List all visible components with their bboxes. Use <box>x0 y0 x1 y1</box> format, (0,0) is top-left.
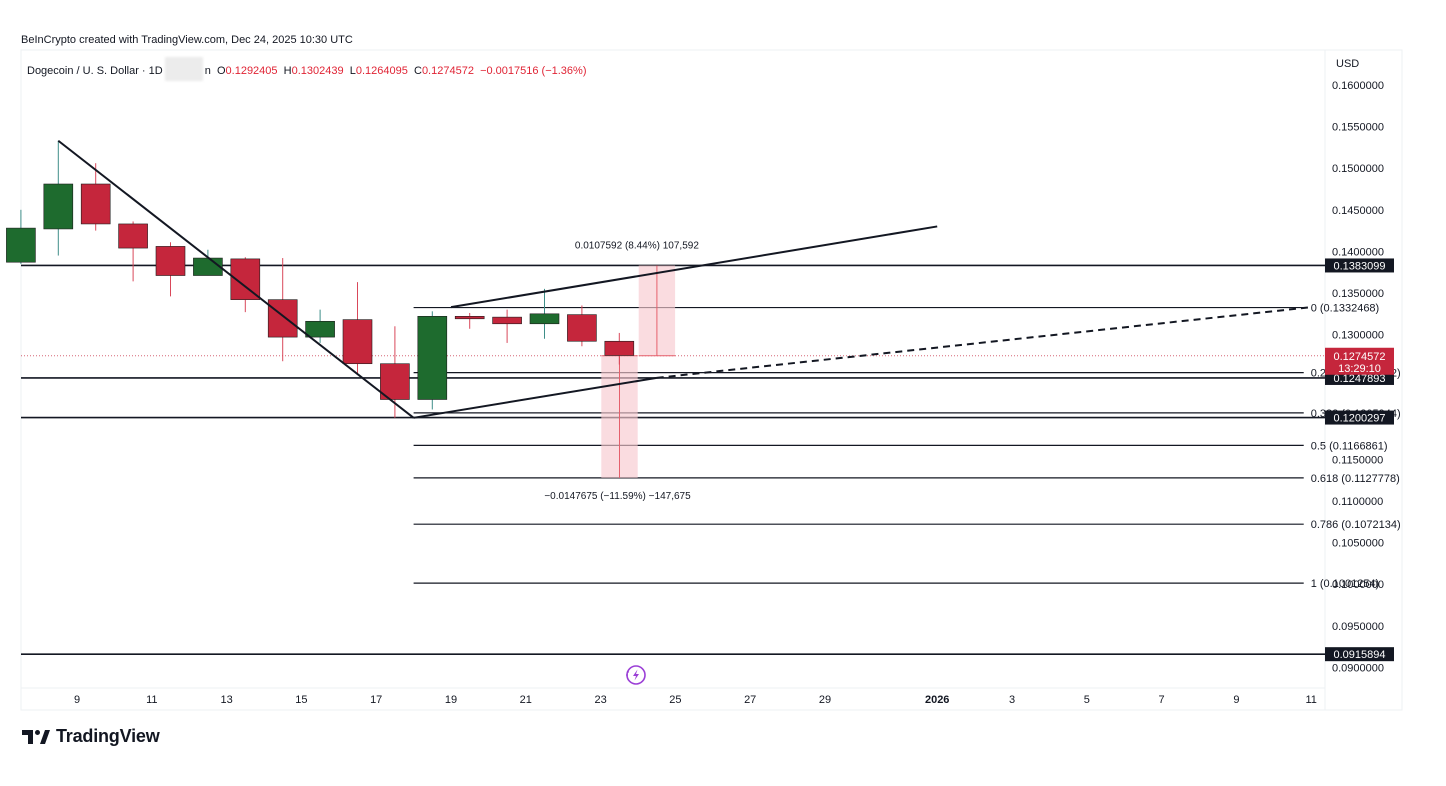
high-label: H <box>283 65 292 77</box>
candle-body <box>529 313 560 325</box>
price-tick-label: 0.0950000 <box>1332 621 1384 633</box>
trend-lines <box>57 139 1312 419</box>
candle-body <box>604 340 635 356</box>
candle-body <box>567 314 597 342</box>
level-price-tag <box>1325 410 1394 425</box>
trend-line-downtrend <box>57 139 415 419</box>
price-tick-label: 0.1150000 <box>1332 454 1383 466</box>
candle-body <box>155 246 186 276</box>
trend-line-upper-channel <box>450 225 938 309</box>
symbol-suffix: n <box>204 65 211 77</box>
price-tick-label: 0.1400000 <box>1332 246 1384 258</box>
time-tick-label: 25 <box>669 694 681 706</box>
range-measure-label: −0.0147675 (−11.59%) −147,675 <box>544 491 691 502</box>
tradingview-brand[interactable]: TradingView <box>22 726 160 747</box>
price-tick-label: 0.1300000 <box>1332 330 1384 342</box>
time-tick-label: 2026 <box>925 694 949 706</box>
level-price-tag <box>1325 647 1394 662</box>
fib-level-label: 0 (0.1332468) <box>1311 303 1380 315</box>
time-axis: 9 11 13 15 17 19 21 23 25 27 29 2026 3 5 7 9 11 <box>74 694 1317 706</box>
open-label: O <box>216 65 226 77</box>
level-price-tag <box>1325 258 1394 273</box>
price-labels: 0.1383099 0.1247893 0.1200297 0.0915894 0.12… <box>1325 258 1394 662</box>
time-tick-label: 13 <box>220 694 232 706</box>
price-tick-label: 0.1600000 <box>1332 80 1384 92</box>
tradingview-logo-icon <box>22 729 50 744</box>
price-tick-label: 0.1350000 <box>1332 288 1384 300</box>
time-tick-label: 11 <box>1305 694 1316 706</box>
symbol-name[interactable]: Dogecoin / U. S. Dollar · 1D <box>27 65 163 77</box>
currency-label[interactable]: USD <box>1336 58 1360 70</box>
candle-body <box>454 315 485 320</box>
fib-level-label: 0.5 (0.1166861) <box>1311 440 1388 452</box>
chart-frame <box>20 49 1403 711</box>
low-label: L <box>349 65 356 77</box>
level-price-label: 0.0915894 <box>1334 649 1386 661</box>
time-tick-label: 9 <box>74 694 80 706</box>
price-tick-label: 0.0900000 <box>1332 662 1384 674</box>
blurred-region <box>164 57 203 81</box>
candle-body <box>6 227 36 263</box>
time-tick-label: 29 <box>819 694 831 706</box>
open-value: 0.1292405 <box>225 65 278 77</box>
candle-body <box>80 183 111 225</box>
candle-body <box>342 319 373 365</box>
candle-body <box>118 223 148 249</box>
price-axis: 0.1600000 0.1550000 0.1500000 0.1450000 0.14… <box>1332 80 1384 674</box>
price-tick-label: 0.1050000 <box>1332 538 1384 550</box>
time-tick-label: 27 <box>744 694 756 706</box>
close-label: C <box>413 65 422 77</box>
low-value: 0.1264095 <box>355 65 408 77</box>
brand-name: TradingView <box>56 726 160 746</box>
level-price-label: 0.1200297 <box>1334 413 1386 425</box>
lightning-icon[interactable] <box>626 665 646 685</box>
range-measure-label: 0.0107592 (8.44%) 107,592 <box>575 240 699 251</box>
candle-body <box>43 183 74 230</box>
price-tick-label: 0.1000000 <box>1332 579 1384 591</box>
trend-line-lower-channel-projection <box>656 306 1312 379</box>
last-price-label: 0.1274572 <box>1334 351 1386 363</box>
time-tick-label: 15 <box>295 694 307 706</box>
price-tick-label: 0.1450000 <box>1332 205 1384 217</box>
symbol-legend: Dogecoin / U. S. Dollar · 1D n O0.1292405… <box>27 57 586 81</box>
candle-body <box>492 316 522 325</box>
price-tick-label: 0.1500000 <box>1332 163 1384 175</box>
fib-retracement: 0 (0.1332468)0.236 (0.1254302)0.382 (0.1… <box>413 303 1401 590</box>
time-tick-label: 7 <box>1159 694 1165 706</box>
bar-countdown-label: 13:29:10 <box>1338 363 1381 375</box>
candle-body <box>305 320 335 338</box>
high-value: 0.1302439 <box>291 65 344 77</box>
fib-level-label: 0.786 (0.1072134) <box>1311 519 1401 531</box>
close-value: 0.1274572 <box>421 65 474 77</box>
time-tick-label: 9 <box>1233 694 1239 706</box>
time-tick-label: 11 <box>146 694 157 706</box>
time-tick-label: 23 <box>594 694 606 706</box>
candle-body <box>193 257 223 276</box>
trend-line-lower-channel <box>413 376 657 419</box>
fib-level-label: 0.618 (0.1127778) <box>1311 473 1400 485</box>
candles <box>6 140 635 418</box>
candle-body <box>380 363 410 400</box>
candle-body <box>417 315 448 400</box>
level-price-label: 0.1247893 <box>1334 373 1386 385</box>
price-tick-label: 0.1100000 <box>1332 496 1383 508</box>
time-tick-label: 5 <box>1084 694 1090 706</box>
candle-body <box>267 299 298 338</box>
time-tick-label: 17 <box>370 694 382 706</box>
chart-credit: BeInCrypto created with TradingView.com,… <box>21 34 353 46</box>
time-tick-label: 19 <box>445 694 457 706</box>
change-value: −0.0017516 (−1.36%) <box>480 65 587 77</box>
time-tick-label: 3 <box>1009 694 1015 706</box>
last-price-tag <box>1325 347 1394 375</box>
price-tick-label: 0.1550000 <box>1332 122 1384 134</box>
level-price-label: 0.1383099 <box>1334 260 1386 272</box>
range-measures: 0.0107592 (8.44%) 107,592 −0.0147675 (−11… <box>544 240 699 501</box>
time-tick-label: 21 <box>520 694 532 706</box>
fib-level-label: 1 (0.1001254) <box>1311 578 1380 590</box>
